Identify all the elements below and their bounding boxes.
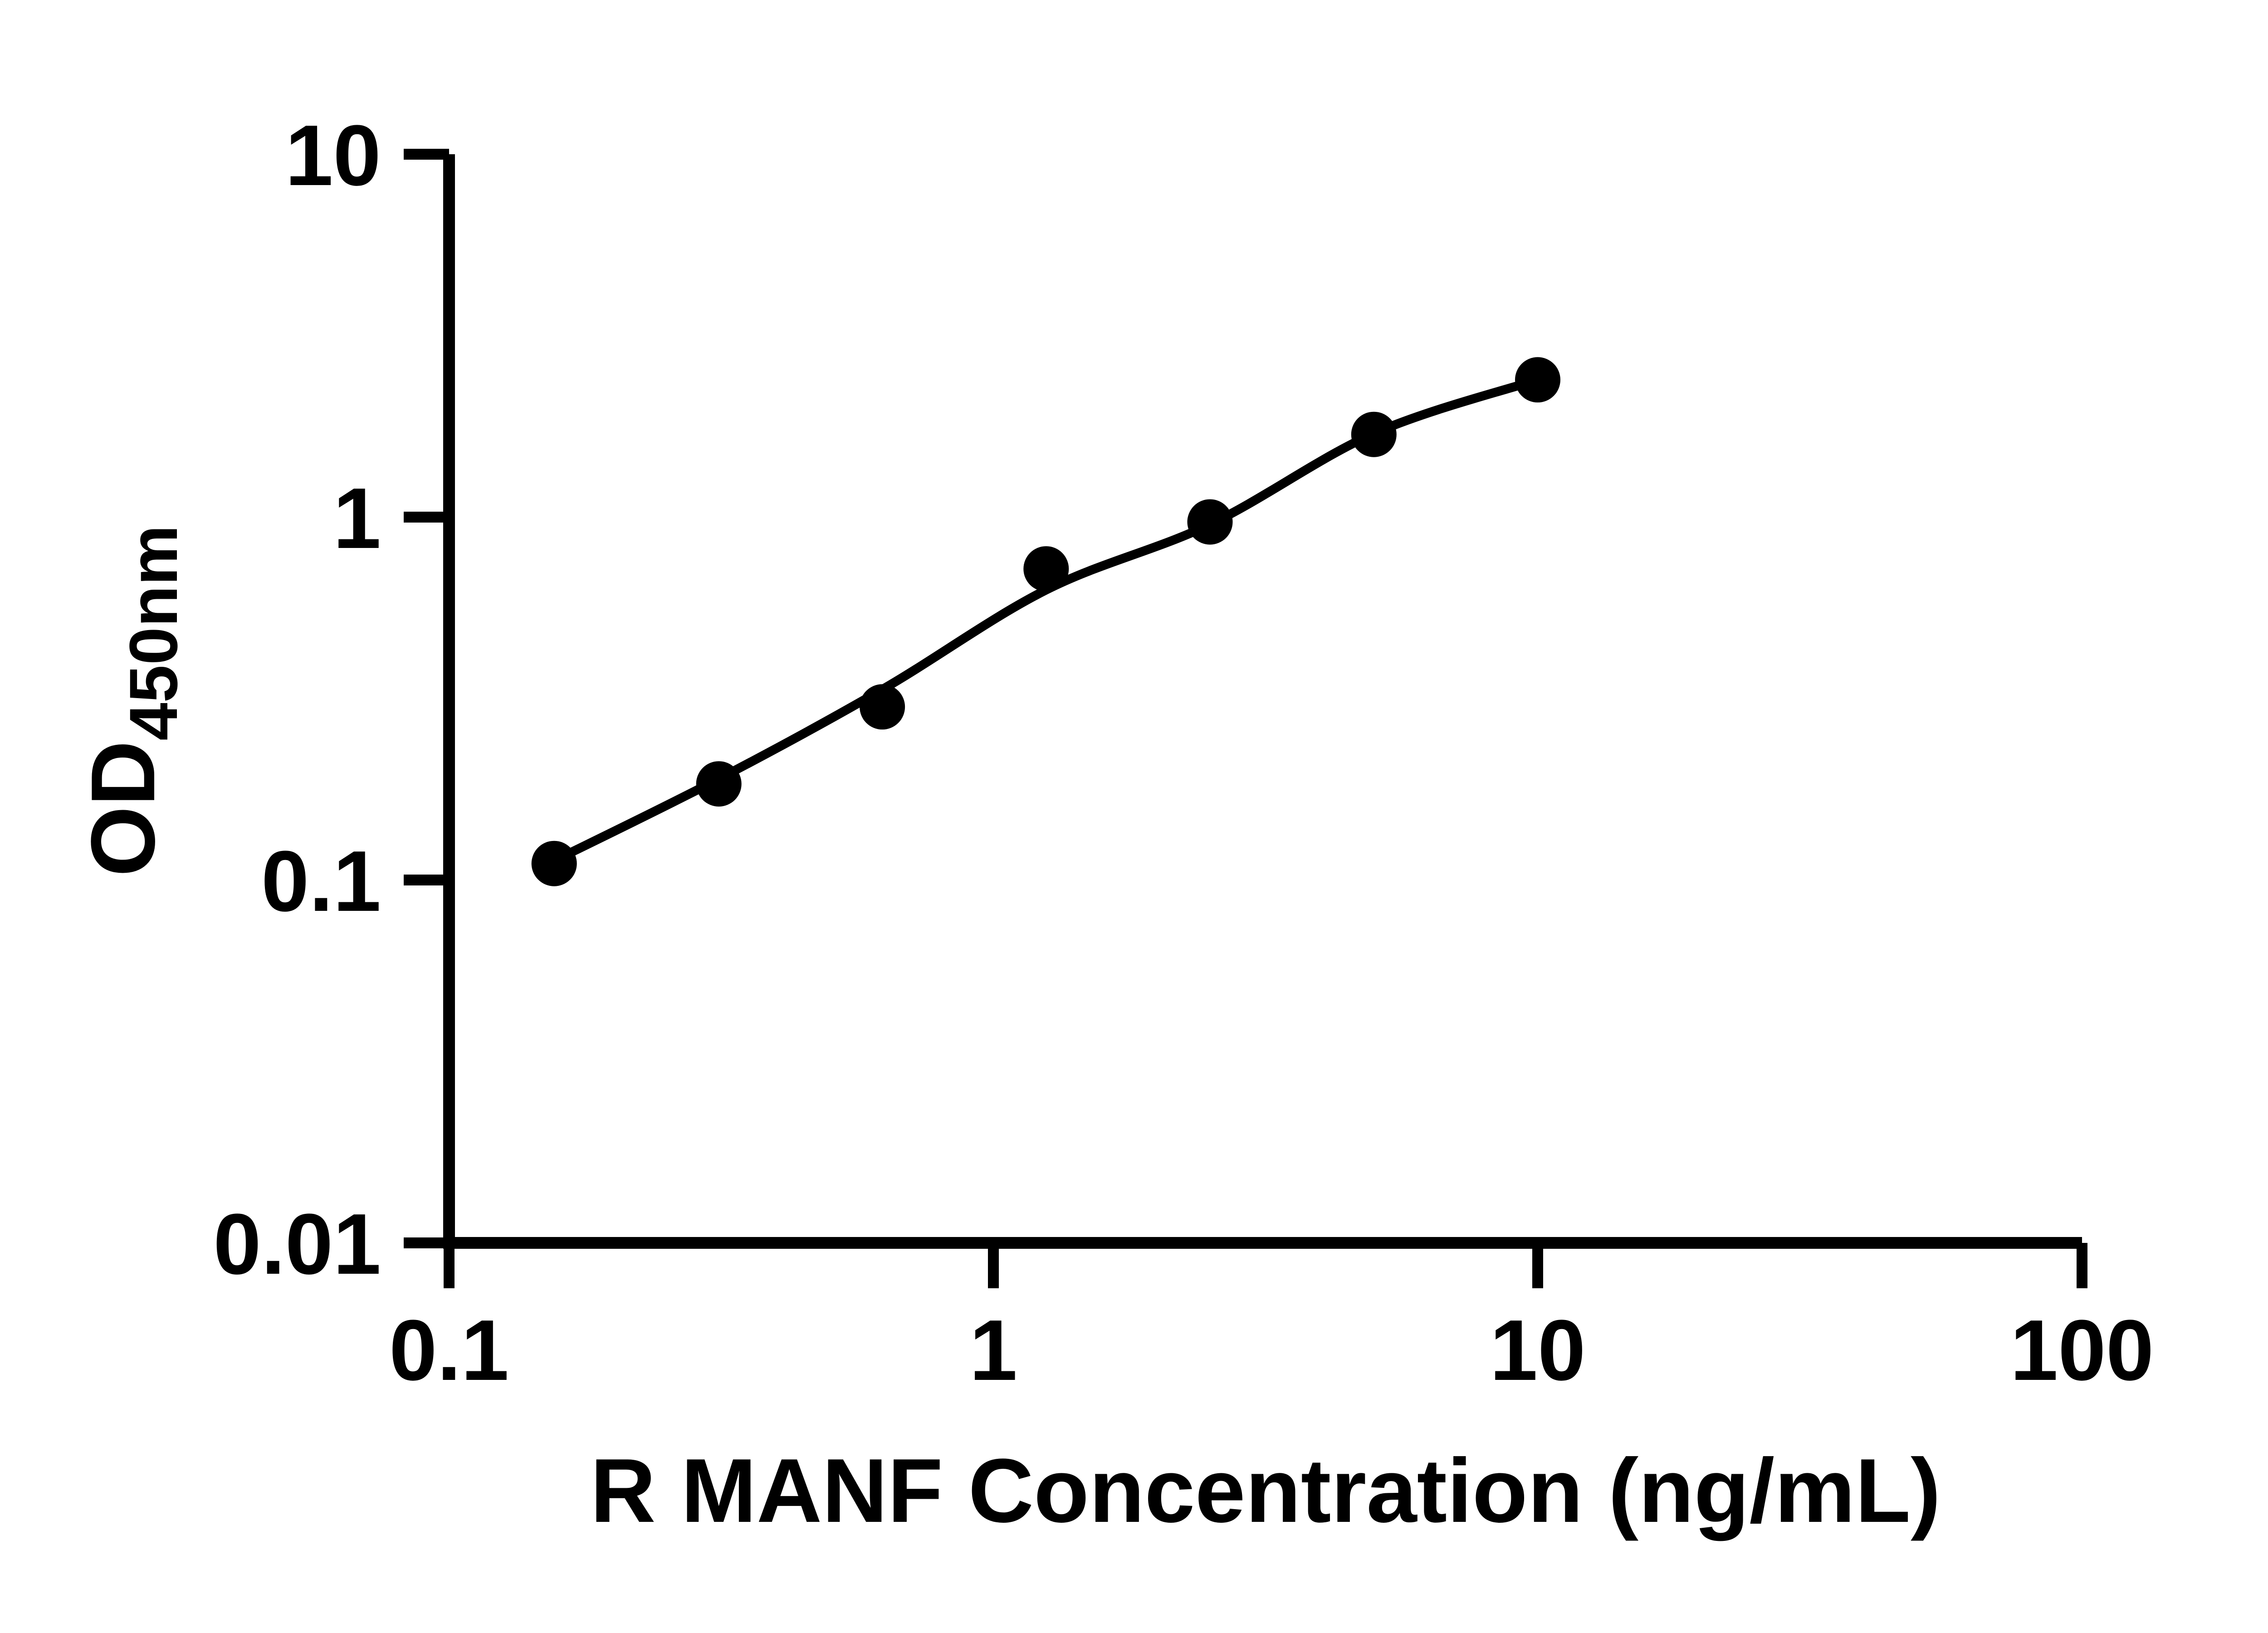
- y-tick-label: 0.1: [261, 833, 381, 929]
- data-point: [531, 841, 577, 886]
- axis-spines: [443, 154, 2082, 1249]
- data-point: [1351, 411, 1397, 457]
- data-point: [860, 684, 905, 730]
- data-point: [696, 761, 742, 807]
- axis-tick-marks: [404, 149, 2087, 1288]
- y-tick-label: 10: [285, 108, 381, 204]
- data-point: [1515, 357, 1560, 403]
- x-tick-label: 10: [1490, 1302, 1585, 1398]
- x-tick-label: 0.1: [389, 1302, 509, 1398]
- axis-lines: [443, 154, 2082, 1249]
- y-tick-label: 1: [333, 470, 381, 567]
- x-axis-title: R MANF Concentration (ng/mL): [590, 1440, 1941, 1541]
- y-axis-title-main: OD: [73, 741, 174, 877]
- x-tick-label: 1: [969, 1302, 1017, 1398]
- y-tick-label: 0.01: [213, 1196, 381, 1292]
- data-points: [531, 357, 1560, 886]
- data-point: [1187, 499, 1233, 545]
- data-point: [1023, 546, 1069, 592]
- x-tick-label: 100: [2010, 1302, 2154, 1398]
- y-axis-title: OD450nm: [73, 525, 191, 876]
- y-axis-title-subscript: 450nm: [115, 525, 191, 740]
